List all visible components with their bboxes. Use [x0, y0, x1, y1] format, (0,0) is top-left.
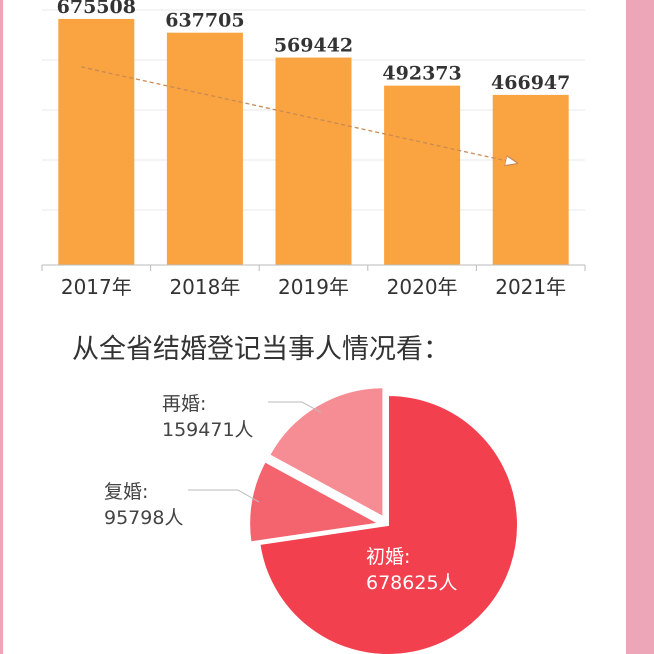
x-tick-label: 2020年 [387, 275, 458, 299]
pie-slice-初婚 [258, 393, 519, 654]
x-tick-label: 2018年 [169, 275, 240, 299]
x-tick-label: 2021年 [495, 275, 566, 299]
bar-2021年 [492, 94, 569, 265]
x-tick-label: 2017年 [61, 275, 132, 299]
pie-label-zaihun-name: 再婚: [162, 393, 206, 415]
pie-slice-复婚 [248, 459, 383, 544]
pie-label-zaihun-value: 159471人 [162, 419, 254, 441]
bar-2019年 [275, 57, 352, 266]
bar-value-label: 675508 [57, 0, 136, 18]
bar-value-label: 466947 [491, 72, 570, 94]
pie-label-fuhun-value: 95798人 [104, 507, 183, 529]
x-tick-label: 2019年 [278, 275, 349, 299]
x-axis-tick-labels: 2017年 2018年 2019年 2020年 2021年 [61, 275, 566, 299]
marriage-type-pie-chart: 从全省结婚登记当事人情况看： 初婚: 678625人 复婚: 95798人 再婚: 159… [72, 334, 519, 654]
leader-line-fuhun [188, 489, 260, 503]
leader-line-zaihun [268, 401, 322, 413]
bar-value-label: 492373 [382, 63, 461, 85]
pie-label-chuhun-name: 初婚: [366, 546, 410, 568]
decorative-left-edge [0, 0, 3, 654]
pie-slices [248, 386, 519, 654]
marriage-registration-bar-chart: 675508 637705 569442 492373 466947 2017年 2018… [41, 0, 586, 299]
bar-2017年 [58, 18, 135, 265]
pie-section-heading: 从全省结婚登记当事人情况看： [72, 334, 450, 365]
pie-label-fuhun-name: 复婚: [104, 481, 148, 503]
pie-slice-再婚 [267, 386, 385, 519]
bar-value-label: 637705 [165, 10, 244, 32]
bar-value-label: 569442 [274, 35, 353, 57]
bar-value-labels: 675508 637705 569442 492373 466947 [57, 0, 571, 94]
bar-series [58, 18, 569, 266]
x-axis-ticks [41, 265, 586, 271]
pie-label-chuhun-value: 678625人 [366, 572, 458, 594]
pie-leader-lines [188, 401, 322, 503]
bar-2018年 [166, 32, 243, 266]
decorative-side-strip [626, 0, 654, 654]
bar-2020年 [384, 85, 461, 265]
pie-slice-labels: 初婚: 678625人 复婚: 95798人 再婚: 159471人 [104, 393, 458, 594]
